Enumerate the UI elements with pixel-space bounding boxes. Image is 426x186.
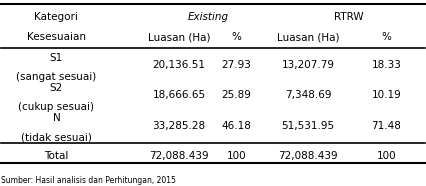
Text: 25.89: 25.89 bbox=[222, 90, 251, 100]
Text: 100: 100 bbox=[227, 151, 246, 161]
Text: (tidak sesuai): (tidak sesuai) bbox=[21, 132, 92, 142]
Text: 33,285.28: 33,285.28 bbox=[153, 121, 206, 131]
Text: 51,531.95: 51,531.95 bbox=[282, 121, 335, 131]
Text: 27.93: 27.93 bbox=[222, 60, 251, 70]
Text: (sangat sesuai): (sangat sesuai) bbox=[16, 72, 97, 82]
Text: S1: S1 bbox=[50, 53, 63, 63]
Text: %: % bbox=[231, 32, 241, 42]
Text: 20,136.51: 20,136.51 bbox=[153, 60, 206, 70]
Text: Kesesuaian: Kesesuaian bbox=[27, 32, 86, 42]
Text: RTRW: RTRW bbox=[334, 12, 363, 22]
Text: 7,348.69: 7,348.69 bbox=[285, 90, 331, 100]
Text: Total: Total bbox=[44, 151, 69, 161]
Text: 46.18: 46.18 bbox=[222, 121, 251, 131]
Text: %: % bbox=[382, 32, 391, 42]
Text: 100: 100 bbox=[377, 151, 396, 161]
Text: 72,088.439: 72,088.439 bbox=[279, 151, 338, 161]
Text: 13,207.79: 13,207.79 bbox=[282, 60, 335, 70]
Text: Kategori: Kategori bbox=[35, 12, 78, 22]
Text: (cukup sesuai): (cukup sesuai) bbox=[18, 102, 95, 112]
Text: 10.19: 10.19 bbox=[371, 90, 401, 100]
Text: 72,088.439: 72,088.439 bbox=[150, 151, 209, 161]
Text: Sumber: Hasil analisis dan Perhitungan, 2015: Sumber: Hasil analisis dan Perhitungan, … bbox=[1, 176, 176, 185]
Text: Luasan (Ha): Luasan (Ha) bbox=[277, 32, 340, 42]
Text: Existing: Existing bbox=[188, 12, 229, 22]
Text: S2: S2 bbox=[50, 83, 63, 93]
Text: 18.33: 18.33 bbox=[371, 60, 401, 70]
Text: 71.48: 71.48 bbox=[371, 121, 401, 131]
Text: N: N bbox=[52, 113, 60, 123]
Text: 18,666.65: 18,666.65 bbox=[153, 90, 206, 100]
Text: Luasan (Ha): Luasan (Ha) bbox=[148, 32, 210, 42]
